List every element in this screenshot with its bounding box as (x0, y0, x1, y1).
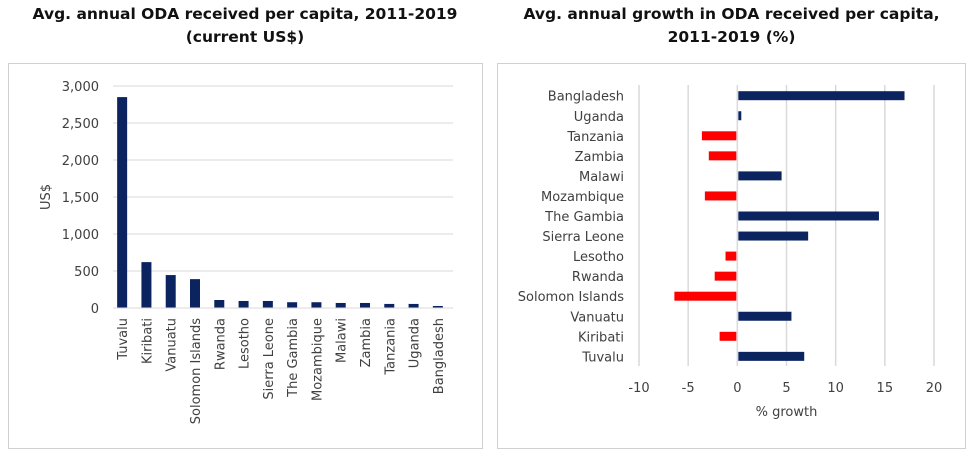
title-line: (current US$) (185, 28, 305, 46)
bar (360, 302, 370, 308)
bar (214, 300, 225, 308)
bar (287, 302, 298, 308)
y-tick-label: Tanzania (566, 130, 624, 145)
y-tick-label: Sierra Leone (542, 230, 624, 245)
y-tick-label: Malawi (579, 170, 624, 185)
bar (238, 300, 249, 308)
y-tick-label: Solomon Islands (518, 290, 624, 305)
y-tick-label: The Gambia (544, 210, 624, 225)
bar (708, 151, 737, 161)
title-line: Avg. annual growth in ODA received per c… (523, 5, 940, 23)
bar (117, 97, 128, 308)
x-tick-label: Uganda (408, 318, 423, 368)
y-tick-label: Uganda (574, 110, 624, 125)
x-tick-label: Kiribati (140, 318, 155, 364)
y-tick-label: 2,500 (62, 117, 99, 132)
x-tick-label: Sierra Leone (262, 318, 277, 400)
x-axis-label: % growth (756, 405, 818, 420)
chart-title-oda-growth: Avg. annual growth in ODA received per c… (488, 3, 975, 49)
x-tick-label: Zambia (359, 318, 374, 367)
x-tick-label: Rwanda (213, 318, 228, 370)
bar (738, 91, 905, 101)
y-tick-label: Zambia (575, 150, 624, 165)
y-tick-label: Kiribati (578, 330, 624, 345)
y-tick-label: 0 (91, 302, 99, 317)
y-tick-label: Lesotho (573, 250, 624, 265)
bar (432, 306, 443, 308)
x-tick-label: -10 (628, 381, 649, 396)
bar (719, 331, 737, 341)
y-tick-label: 1,500 (62, 191, 99, 206)
x-tick-label: 5 (782, 381, 790, 396)
y-tick-label: Bangladesh (548, 90, 624, 105)
y-tick-label: 2,000 (62, 154, 99, 169)
chart-title-oda-per-capita: Avg. annual ODA received per capita, 201… (0, 3, 490, 49)
bar (701, 131, 737, 141)
x-tick-label: Lesotho (238, 318, 253, 369)
x-tick-label: 20 (926, 381, 943, 396)
x-tick-label: Tanzania (383, 318, 398, 376)
bar (384, 303, 395, 308)
title-line: 2011-2019 (%) (667, 28, 796, 46)
y-tick-label: 3,000 (62, 80, 99, 95)
bar (262, 300, 273, 308)
y-axis-label: US$ (39, 184, 54, 210)
bar (311, 302, 322, 308)
x-tick-label: Bangladesh (432, 318, 447, 394)
x-tick-label: Vanuatu (165, 318, 180, 372)
bar (165, 275, 176, 308)
bar (714, 271, 737, 281)
y-tick-label: Vanuatu (570, 310, 624, 325)
x-tick-label: 0 (733, 381, 741, 396)
y-tick-label: Rwanda (572, 270, 624, 285)
x-tick-label: 15 (877, 381, 894, 396)
y-tick-label: 1,000 (62, 228, 99, 243)
bar (674, 291, 737, 301)
bar (190, 279, 200, 308)
bar (738, 171, 782, 181)
bar (738, 231, 809, 241)
y-tick-label: 500 (74, 265, 99, 280)
x-tick-label: Solomon Islands (189, 318, 204, 424)
x-tick-label: The Gambia (286, 318, 301, 398)
bar (738, 111, 742, 121)
x-tick-label: -5 (682, 381, 695, 396)
x-tick-label: 10 (827, 381, 844, 396)
x-tick-label: Tuvalu (116, 318, 131, 361)
bar (725, 251, 737, 261)
bar (704, 191, 737, 201)
x-tick-label: Malawi (335, 318, 350, 363)
bar (738, 211, 879, 221)
title-line: Avg. annual ODA received per capita, 201… (32, 5, 458, 23)
x-tick-label: Mozambique (310, 318, 325, 401)
bar (408, 303, 419, 308)
y-tick-label: Tuvalu (581, 350, 624, 365)
chart-panel-left (8, 63, 483, 449)
bar (738, 311, 792, 321)
bar (141, 262, 152, 308)
y-tick-label: Mozambique (541, 190, 624, 205)
bar (738, 351, 805, 361)
bar (335, 302, 346, 308)
